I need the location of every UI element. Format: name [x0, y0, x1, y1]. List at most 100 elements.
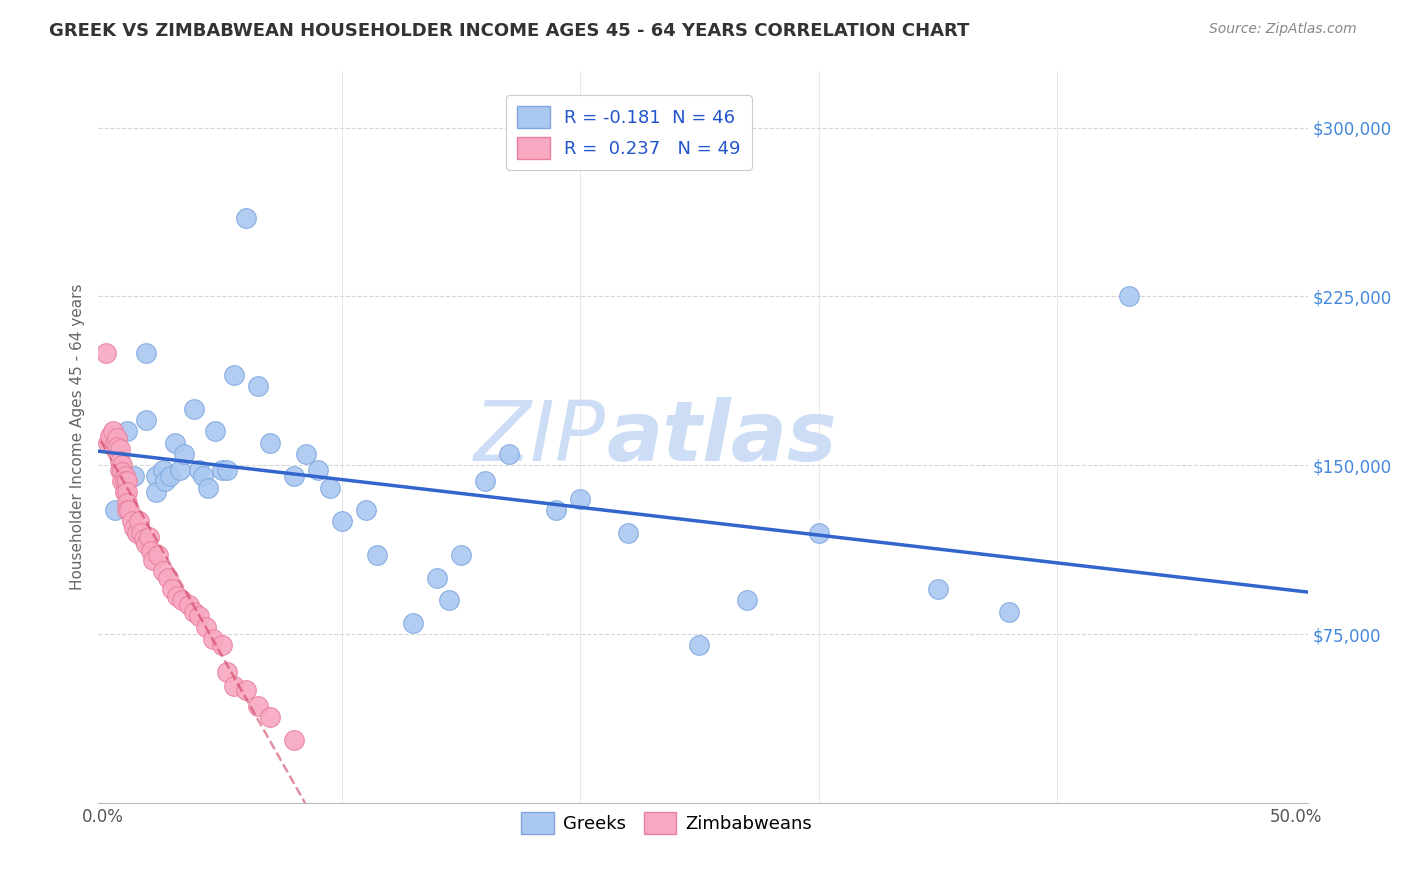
- Point: [450, 548, 472, 562]
- Point: [135, 345, 157, 359]
- Point: [138, 530, 160, 544]
- Text: atlas: atlas: [606, 397, 837, 477]
- Point: [145, 485, 167, 500]
- Text: ZIP: ZIP: [474, 397, 606, 477]
- Point: [259, 710, 281, 724]
- Point: [197, 481, 219, 495]
- Point: [330, 515, 353, 529]
- Point: [142, 553, 165, 567]
- Point: [114, 469, 136, 483]
- Point: [121, 515, 143, 529]
- Point: [569, 491, 592, 506]
- Point: [247, 379, 270, 393]
- Point: [194, 620, 217, 634]
- Point: [111, 474, 134, 488]
- Point: [295, 447, 318, 461]
- Point: [135, 537, 157, 551]
- Point: [546, 503, 568, 517]
- Point: [132, 533, 155, 547]
- Point: [128, 515, 150, 529]
- Point: [366, 548, 388, 562]
- Point: [125, 525, 148, 540]
- Point: [114, 474, 136, 488]
- Point: [201, 632, 224, 646]
- Legend: Greeks, Zimbabweans: Greeks, Zimbabweans: [515, 805, 820, 841]
- Point: [156, 571, 179, 585]
- Point: [107, 440, 129, 454]
- Point: [115, 503, 138, 517]
- Point: [177, 598, 200, 612]
- Point: [169, 463, 191, 477]
- Point: [152, 463, 174, 477]
- Point: [108, 442, 131, 457]
- Point: [259, 435, 281, 450]
- Point: [111, 465, 134, 479]
- Point: [193, 469, 215, 483]
- Point: [402, 615, 425, 630]
- Point: [498, 447, 520, 461]
- Point: [426, 571, 449, 585]
- Point: [235, 211, 257, 225]
- Point: [107, 431, 129, 445]
- Point: [354, 503, 377, 517]
- Point: [108, 453, 131, 467]
- Point: [183, 401, 205, 416]
- Point: [474, 474, 496, 488]
- Point: [162, 582, 184, 596]
- Point: [152, 564, 174, 578]
- Point: [307, 463, 329, 477]
- Point: [437, 593, 460, 607]
- Point: [115, 425, 138, 439]
- Point: [283, 469, 305, 483]
- Point: [122, 469, 145, 483]
- Point: [94, 345, 117, 359]
- Point: [183, 605, 205, 619]
- Point: [224, 368, 246, 383]
- Point: [617, 525, 640, 540]
- Point: [114, 485, 136, 500]
- Point: [211, 638, 233, 652]
- Point: [111, 458, 134, 473]
- Point: [166, 589, 188, 603]
- Point: [173, 447, 195, 461]
- Point: [998, 605, 1021, 619]
- Point: [135, 413, 157, 427]
- Y-axis label: Householder Income Ages 45 - 64 years: Householder Income Ages 45 - 64 years: [70, 284, 86, 591]
- Point: [104, 435, 127, 450]
- Point: [139, 543, 162, 558]
- Point: [118, 503, 141, 517]
- Point: [145, 469, 167, 483]
- Point: [101, 425, 124, 439]
- Point: [98, 429, 121, 443]
- Point: [735, 593, 758, 607]
- Point: [115, 474, 138, 488]
- Point: [159, 469, 181, 483]
- Point: [163, 435, 186, 450]
- Point: [211, 463, 233, 477]
- Point: [97, 435, 120, 450]
- Point: [204, 425, 226, 439]
- Point: [187, 609, 209, 624]
- Point: [104, 503, 127, 517]
- Point: [217, 665, 239, 680]
- Point: [235, 683, 257, 698]
- Point: [131, 525, 153, 540]
- Point: [217, 463, 239, 477]
- Point: [108, 463, 131, 477]
- Point: [224, 679, 246, 693]
- Point: [115, 496, 138, 510]
- Point: [283, 732, 305, 747]
- Point: [187, 463, 209, 477]
- Point: [1118, 289, 1140, 303]
- Point: [122, 521, 145, 535]
- Point: [247, 699, 270, 714]
- Point: [170, 593, 193, 607]
- Point: [115, 485, 138, 500]
- Point: [807, 525, 830, 540]
- Point: [927, 582, 949, 596]
- Point: [146, 548, 169, 562]
- Text: Source: ZipAtlas.com: Source: ZipAtlas.com: [1209, 22, 1357, 37]
- Text: GREEK VS ZIMBABWEAN HOUSEHOLDER INCOME AGES 45 - 64 YEARS CORRELATION CHART: GREEK VS ZIMBABWEAN HOUSEHOLDER INCOME A…: [49, 22, 970, 40]
- Point: [153, 474, 176, 488]
- Point: [319, 481, 342, 495]
